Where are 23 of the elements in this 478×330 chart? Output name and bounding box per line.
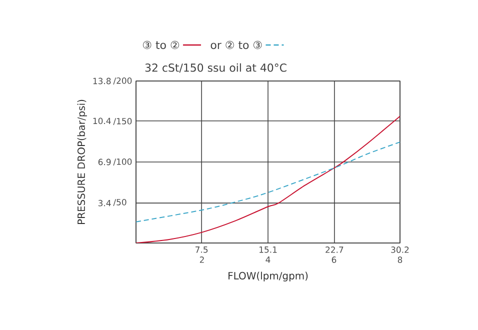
x2-tick-label: 6 bbox=[332, 256, 336, 263]
x2-tick-label: 4 bbox=[266, 256, 270, 263]
chart-title: 32 cSt/150 ssu oil at 40°C bbox=[145, 63, 286, 73]
legend-label: or ② to ③ bbox=[210, 40, 262, 50]
y-axis-title: PRESSURE DROP(bar/psi) bbox=[77, 100, 87, 224]
line-series bbox=[136, 116, 400, 243]
x2-tick-label: 8 bbox=[398, 256, 402, 263]
y2-tick-label: /200 bbox=[113, 77, 132, 85]
y-tick-label: 10.4 bbox=[93, 118, 111, 124]
line-series bbox=[136, 142, 400, 222]
legend-label: ③ to ② bbox=[143, 40, 179, 50]
x-tick-label: 22.7 bbox=[326, 246, 344, 253]
y-tick-label: 6.9 bbox=[98, 158, 111, 166]
y-tick-label: 3.4 bbox=[98, 200, 111, 206]
y2-tick-label: /150 bbox=[113, 118, 132, 126]
x-tick-label: 15.1 bbox=[260, 246, 277, 253]
x-axis-title: FLOW(lpm/gpm) bbox=[228, 272, 308, 282]
x2-tick-label: 2 bbox=[200, 256, 204, 263]
y2-tick-label: /50 bbox=[113, 198, 126, 206]
x-tick-label: 7.5 bbox=[196, 246, 208, 253]
y2-tick-label: /100 bbox=[113, 158, 132, 166]
x-tick-label: 30.2 bbox=[391, 246, 409, 253]
y-tick-label: 13.8 bbox=[93, 78, 111, 84]
